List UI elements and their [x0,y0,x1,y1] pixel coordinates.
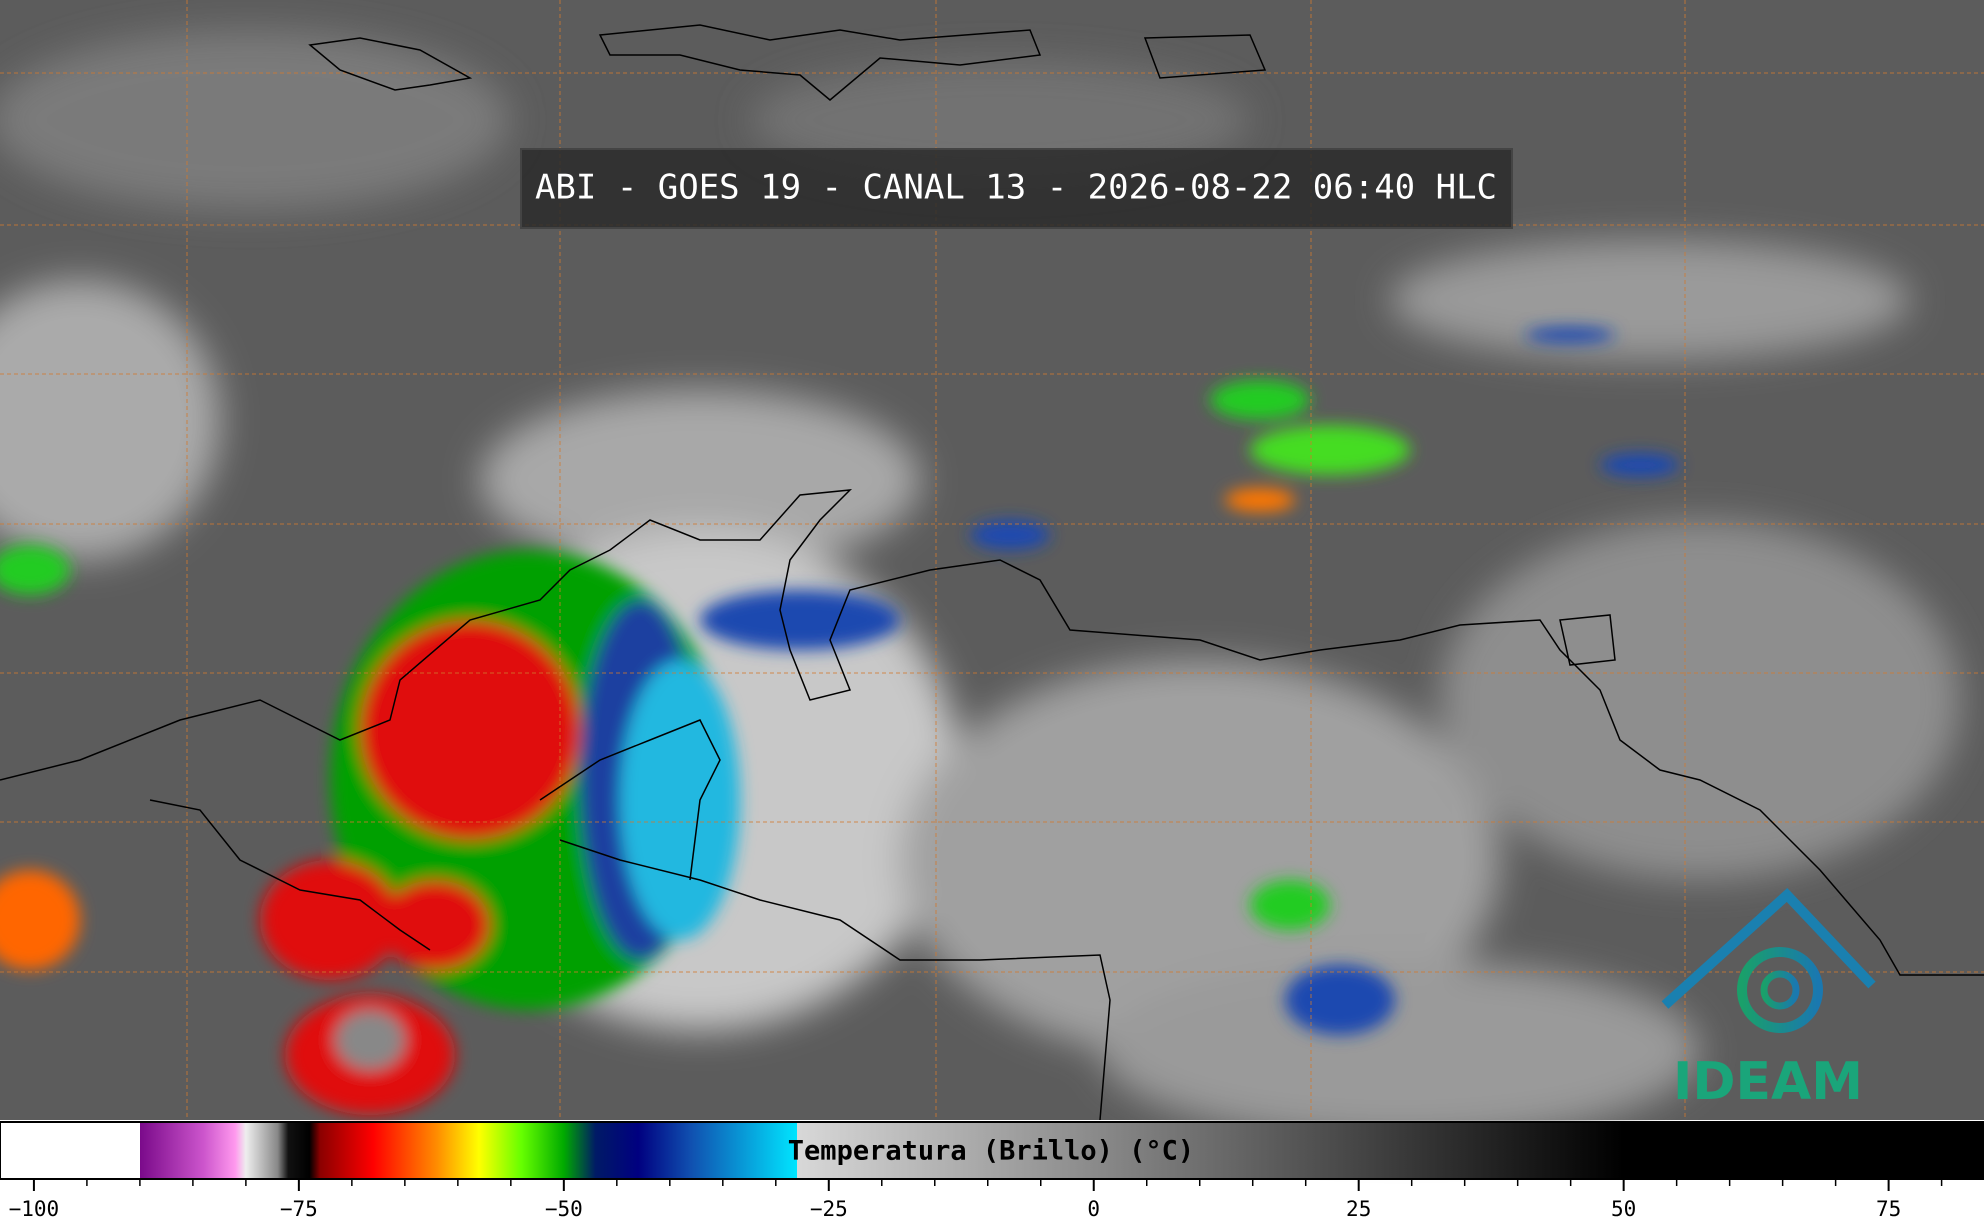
coastlines [0,24,1984,1121]
colorbar: Temperatura (Brillo) (°C) −100 −75 −50 −25 0… [0,1121,1984,1221]
tick-label: 75 [1876,1197,1901,1221]
image-title: ABI - GOES 19 - CANAL 13 - 2026-08-22 06… [535,168,1497,208]
logo-text: IDEAM [1673,1052,1863,1112]
tick-label: −100 [9,1197,60,1221]
title-box: ABI - GOES 19 - CANAL 13 - 2026-08-22 06… [520,148,1513,229]
tick-label: 25 [1346,1197,1371,1221]
tick-label: 50 [1611,1197,1636,1221]
tick-label: 0 [1087,1197,1100,1221]
colorbar-ramp [0,1121,1984,1180]
graticule [0,0,1984,1120]
ideam-logo: IDEAM [1661,888,1876,1112]
tick-label: −75 [280,1197,318,1221]
colorbar-title: Temperatura (Brillo) (°C) [788,1136,1194,1167]
tick-label: −25 [810,1197,848,1221]
tick-label: −50 [545,1197,583,1221]
